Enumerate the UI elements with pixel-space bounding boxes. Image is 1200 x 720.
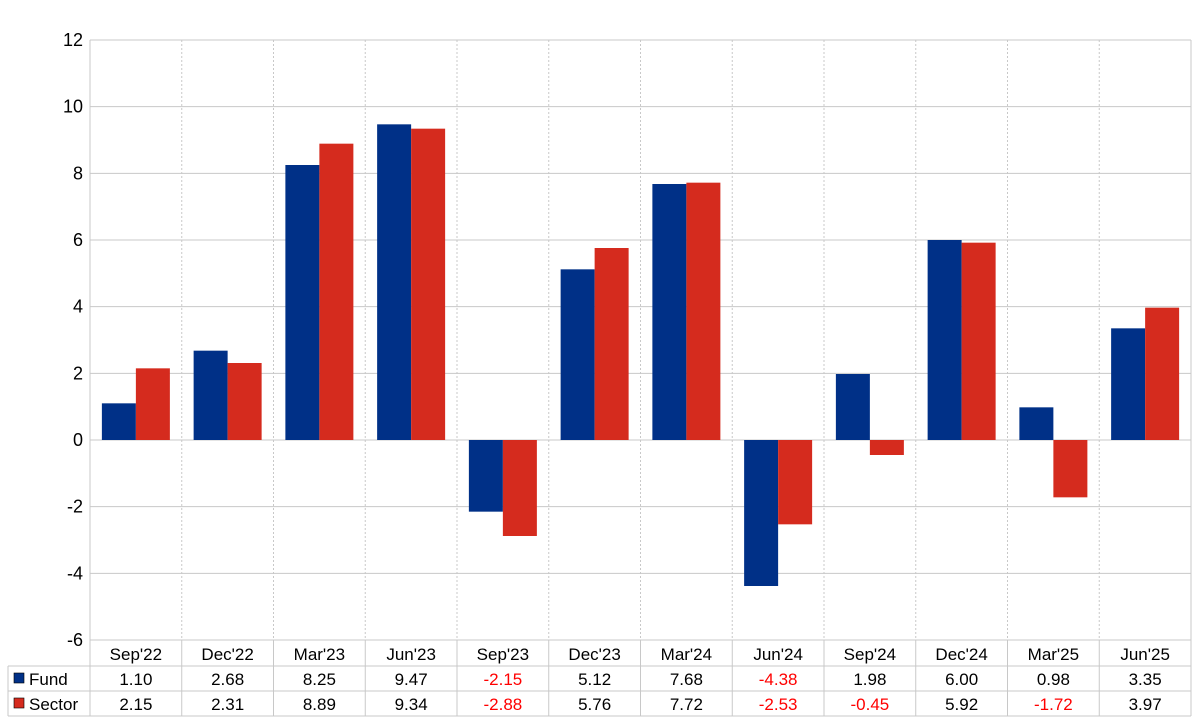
y-tick-label: 8 — [73, 163, 83, 183]
bar-fund — [285, 165, 320, 440]
category-label: Mar'24 — [661, 645, 712, 664]
data-label-fund: 8.25 — [303, 670, 336, 689]
category-label: Dec'24 — [935, 645, 987, 664]
bar-fund — [560, 269, 595, 440]
bar-fund — [101, 403, 136, 440]
y-tick-label: 6 — [73, 230, 83, 250]
data-label-fund: 6.00 — [945, 670, 978, 689]
bar-sector — [594, 248, 629, 440]
legend-swatch-fund — [13, 672, 25, 684]
bar-fund — [377, 124, 412, 440]
data-label-sector: -1.72 — [1034, 695, 1073, 714]
bar-sector — [1053, 440, 1088, 498]
bar-sector — [686, 182, 721, 440]
data-label-fund: -2.15 — [484, 670, 523, 689]
data-table: Sep'22 Dec'22 Mar'23 Jun'23 Sep'23 Dec'23 Mar'… — [7, 639, 1192, 717]
data-label-sector: 8.89 — [303, 695, 336, 714]
category-label: Sep'24 — [844, 645, 896, 664]
y-tick-label: -4 — [67, 563, 83, 583]
data-label-fund: 1.10 — [119, 670, 152, 689]
data-label-fund: 1.98 — [853, 670, 886, 689]
category-label: Jun'25 — [1120, 645, 1170, 664]
bar-fund — [927, 240, 962, 440]
data-label-sector: 7.72 — [670, 695, 703, 714]
y-tick-label: 4 — [73, 297, 83, 317]
bar-sector — [135, 368, 170, 440]
y-tick-label: 12 — [63, 30, 83, 50]
data-label-sector: -2.53 — [759, 695, 798, 714]
category-label: Mar'25 — [1028, 645, 1079, 664]
data-label-fund: 9.47 — [395, 670, 428, 689]
data-label-sector: -0.45 — [851, 695, 890, 714]
bars — [101, 124, 1180, 586]
y-tick-label: 0 — [73, 430, 83, 450]
data-label-fund: 0.98 — [1037, 670, 1070, 689]
bar-fund — [835, 374, 870, 440]
series-name: Sector — [29, 695, 78, 714]
bar-sector — [411, 128, 446, 440]
bar-sector — [319, 143, 354, 440]
bar-fund — [468, 440, 503, 512]
bar-sector — [778, 440, 813, 525]
data-label-sector: 5.92 — [945, 695, 978, 714]
bar-sector — [1145, 307, 1180, 440]
data-label-fund: 3.35 — [1129, 670, 1162, 689]
bar-fund — [652, 184, 687, 440]
gridlines — [89, 39, 1192, 641]
category-label: Jun'23 — [386, 645, 436, 664]
category-label: Dec'23 — [568, 645, 620, 664]
bar-fund — [744, 440, 779, 586]
category-label: Sep'22 — [110, 645, 162, 664]
legend-swatch-sector — [13, 697, 25, 709]
bar-sector — [869, 440, 904, 455]
bar-sector — [227, 363, 262, 440]
y-tick-label: 2 — [73, 363, 83, 383]
series-name: Fund — [29, 670, 68, 689]
y-tick-label: -2 — [67, 497, 83, 517]
bar-fund — [193, 350, 228, 440]
data-label-sector: 2.31 — [211, 695, 244, 714]
category-label: Sep'23 — [477, 645, 529, 664]
y-axis: 12 10 8 6 4 2 0 -2 -4 -6 — [63, 30, 83, 650]
data-label-fund: 2.68 — [211, 670, 244, 689]
bar-sector — [961, 242, 996, 440]
data-label-sector: 3.97 — [1129, 695, 1162, 714]
data-label-sector: 9.34 — [395, 695, 428, 714]
data-label-sector: 2.15 — [119, 695, 152, 714]
data-label-sector: -2.88 — [484, 695, 523, 714]
category-label: Dec'22 — [201, 645, 253, 664]
y-tick-label: 10 — [63, 97, 83, 117]
bar-fund — [1111, 328, 1146, 440]
data-label-fund: -4.38 — [759, 670, 798, 689]
category-label: Mar'23 — [294, 645, 345, 664]
bar-fund — [1019, 407, 1054, 440]
bar-sector — [502, 440, 537, 536]
y-tick-label: -6 — [67, 630, 83, 650]
data-label-sector: 5.76 — [578, 695, 611, 714]
data-label-fund: 7.68 — [670, 670, 703, 689]
data-label-fund: 5.12 — [578, 670, 611, 689]
category-label: Jun'24 — [753, 645, 803, 664]
